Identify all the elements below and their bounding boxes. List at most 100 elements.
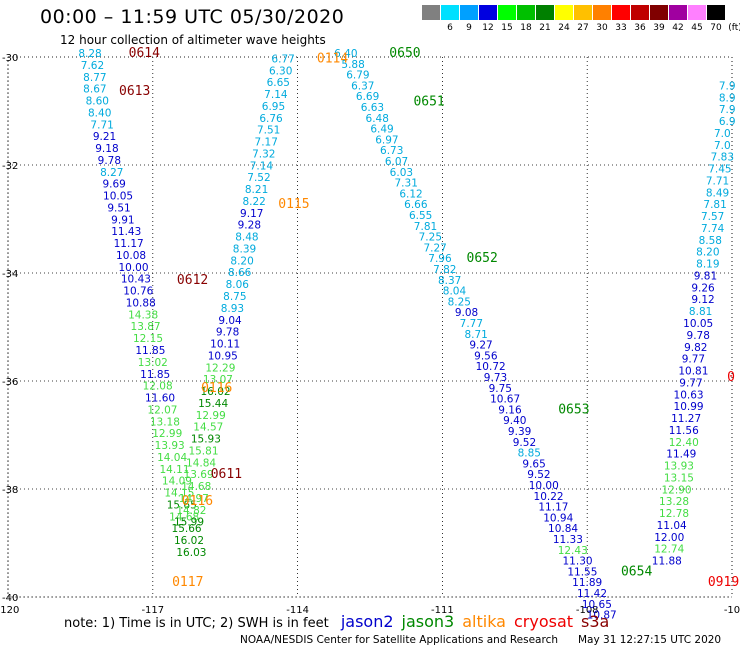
satellite-key: jason2 jason3 altika cryosat s3a xyxy=(333,612,610,631)
wave-height-value: 12.99 xyxy=(152,428,182,440)
wave-height-value: 7.96 xyxy=(428,253,452,265)
legend-swatch xyxy=(669,5,687,20)
wave-height-value: 8.40 xyxy=(88,107,111,119)
wave-height-value: 6.63 xyxy=(361,102,384,114)
legend-swatch xyxy=(460,5,478,20)
pass-time-label: 0614 xyxy=(129,46,160,61)
wave-height-value: 7.32 xyxy=(252,148,275,160)
wave-height-value: 7.0 xyxy=(714,140,731,152)
legend-label: 21 xyxy=(539,23,551,33)
wave-height-value: 11.88 xyxy=(652,556,682,568)
wave-height-value: 11.17 xyxy=(114,238,144,250)
satellite-s3a: s3a xyxy=(581,612,610,631)
wave-height-value: 14.15 xyxy=(164,488,194,500)
wave-height-value: 13.28 xyxy=(659,496,689,508)
legend-label: 33 xyxy=(615,23,627,33)
wave-height-value: 15.81 xyxy=(188,445,218,457)
wave-height-value: 9.78 xyxy=(98,155,121,167)
pass-time-label: 0115 xyxy=(278,197,309,212)
wave-height-value: 10.87 xyxy=(587,610,617,622)
wave-height-value: 10.99 xyxy=(674,401,704,413)
wave-height-value: 11.17 xyxy=(538,502,568,514)
lat-tick-label: -36 xyxy=(2,377,18,388)
wave-height-value: 7.27 xyxy=(423,242,446,254)
wave-height-value: 9.39 xyxy=(508,426,531,438)
pass-time-label: 0611 xyxy=(211,467,242,482)
wave-height-value: 9.52 xyxy=(513,437,536,449)
wave-height-value: 16.02 xyxy=(201,386,231,398)
wave-height-value: 7.9 xyxy=(719,80,736,92)
pass-time-label: 0654 xyxy=(621,564,652,579)
wave-height-value: 14.04 xyxy=(157,452,187,464)
pass-time-label: 0116 xyxy=(182,494,213,509)
wave-height-value: 7.71 xyxy=(90,119,113,131)
wave-height-value: 13.69 xyxy=(184,469,214,481)
wave-height-value: 8.25 xyxy=(448,296,471,308)
wave-height-value: 15.66 xyxy=(172,523,202,535)
lat-tick-label: -34 xyxy=(2,269,18,280)
wave-height-value: 6.12 xyxy=(399,188,422,200)
wave-height-value: 9.40 xyxy=(503,415,526,427)
wave-height-value: 9.21 xyxy=(93,131,116,143)
wave-height-value: 15.65 xyxy=(167,499,197,511)
legend-swatch xyxy=(536,5,554,20)
wave-height-value: 7.17 xyxy=(255,137,278,149)
wave-height-value: 11.30 xyxy=(563,556,593,568)
wave-height-value: 12.74 xyxy=(654,544,684,556)
wave-height-value: 14.68 xyxy=(181,481,211,493)
wave-height-value: 6.49 xyxy=(370,124,393,136)
wave-height-value: 6.76 xyxy=(259,113,283,125)
legend-unit: (ft) xyxy=(728,23,740,33)
wave-height-value: 8.81 xyxy=(689,306,712,318)
timestamp: May 31 12:27:15 UTC 2020 xyxy=(578,634,722,646)
wave-height-value: 9.82 xyxy=(684,342,707,354)
wave-height-value: 10.84 xyxy=(548,523,578,535)
map-frame xyxy=(7,56,733,598)
wave-height-value: 7.57 xyxy=(701,211,724,223)
wave-height-value: 8.77 xyxy=(83,72,106,84)
legend-label: 9 xyxy=(466,23,472,33)
wave-height-value: 9.78 xyxy=(687,330,710,342)
wave-height-value: 8.67 xyxy=(83,84,106,96)
wave-height-value: 14.38 xyxy=(128,309,158,321)
wave-height-value: 8.58 xyxy=(699,235,722,247)
wave-height-value: 11.55 xyxy=(567,566,597,578)
wave-height-value: 13.93 xyxy=(664,461,694,473)
wave-height-value: 7.31 xyxy=(395,178,418,190)
wave-height-value: 11.85 xyxy=(135,345,165,357)
wave-height-value: 9.17 xyxy=(240,208,263,220)
wave-height-value: 8.71 xyxy=(464,329,487,341)
legend-label: 39 xyxy=(653,23,665,33)
wave-height-value: 8.20 xyxy=(696,247,719,259)
wave-height-value: 6.73 xyxy=(380,145,403,157)
wave-height-value: 7.77 xyxy=(460,318,483,330)
wave-height-value: 8.9 xyxy=(719,92,736,104)
wave-height-value: 14.97 xyxy=(179,493,209,505)
legend-swatch xyxy=(479,5,497,20)
legend-swatch xyxy=(593,5,611,20)
satellite-cryosat: cryosat xyxy=(513,612,574,631)
wave-height-value: 12.43 xyxy=(558,545,588,557)
wave-height-value: 6.40 xyxy=(334,48,357,60)
wave-height-value: 9.73 xyxy=(484,372,507,384)
legend-label: 15 xyxy=(501,23,513,33)
legend-swatch xyxy=(650,5,668,20)
lat-tick-label: -38 xyxy=(2,485,18,496)
wave-height-value: 6.55 xyxy=(409,210,432,222)
legend-swatch xyxy=(688,5,706,20)
wave-height-value: 9.77 xyxy=(682,354,705,366)
lat-tick-label: -30 xyxy=(2,53,18,64)
pass-time-label: 0613 xyxy=(119,84,150,99)
wave-height-value: 13.07 xyxy=(203,374,233,386)
wave-height-value: 6.95 xyxy=(262,101,285,113)
wave-height-value: 13.93 xyxy=(155,440,185,452)
wave-height-value: 12.07 xyxy=(147,404,177,416)
wave-height-value: 9.78 xyxy=(216,327,239,339)
wave-height-value: 9.75 xyxy=(489,383,512,395)
legend-swatch xyxy=(517,5,535,20)
wave-height-value: 10.05 xyxy=(683,318,713,330)
wave-height-value: 16.02 xyxy=(174,535,204,547)
wave-height-value: 6.48 xyxy=(366,113,389,125)
wave-height-value: 7.62 xyxy=(81,60,104,72)
lat-tick-label: -40 xyxy=(2,593,18,604)
